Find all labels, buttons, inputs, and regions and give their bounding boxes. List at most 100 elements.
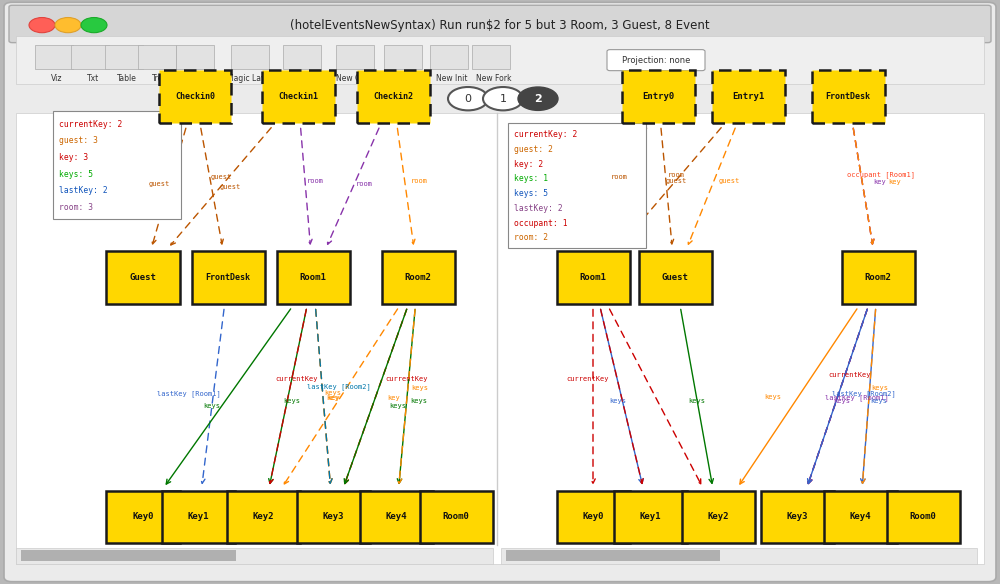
Text: key: 3: key: 3 [59,153,88,162]
Text: 2: 2 [534,93,542,104]
FancyBboxPatch shape [53,111,181,219]
Text: lastKey [Room2]: lastKey [Room2] [307,384,371,391]
Text: key: 2: key: 2 [514,159,543,169]
Text: currentKey: currentKey [276,376,318,382]
Circle shape [448,87,488,110]
Text: key: key [874,179,886,185]
Text: Key4: Key4 [849,512,871,522]
Text: occupant: 1: occupant: 1 [514,218,568,228]
Text: Viz: Viz [51,74,63,84]
FancyBboxPatch shape [508,123,646,248]
Text: Key1: Key1 [187,512,209,522]
Text: Checkin1: Checkin1 [278,92,318,101]
FancyBboxPatch shape [106,251,180,304]
Text: Room2: Room2 [865,273,891,282]
FancyBboxPatch shape [887,491,960,543]
FancyBboxPatch shape [607,50,705,71]
Bar [105,45,143,69]
Text: keys: 1: keys: 1 [514,174,548,183]
Text: Room0: Room0 [443,512,469,522]
FancyBboxPatch shape [357,70,430,123]
Bar [506,550,720,561]
FancyBboxPatch shape [420,491,493,543]
FancyBboxPatch shape [812,70,885,123]
FancyBboxPatch shape [761,491,834,543]
Text: room: 2: room: 2 [514,234,548,242]
FancyBboxPatch shape [382,251,454,304]
FancyBboxPatch shape [556,491,630,543]
Bar [501,548,977,564]
Text: Guest: Guest [662,273,688,282]
Text: Txt: Txt [87,74,99,84]
FancyBboxPatch shape [9,5,991,43]
Bar [35,45,73,69]
Text: FrontDesk: FrontDesk [826,92,870,101]
Bar [176,45,214,69]
Bar [16,548,493,564]
FancyBboxPatch shape [639,251,712,304]
Text: New Config: New Config [336,74,380,84]
Text: key: key [326,395,339,401]
Text: guest: guest [718,178,740,184]
Text: key: key [889,179,901,185]
Text: Key3: Key3 [786,512,808,522]
Bar [71,45,109,69]
FancyBboxPatch shape [842,251,914,304]
FancyBboxPatch shape [614,491,686,543]
Text: currentKey: currentKey [386,376,428,382]
Text: keys: keys [410,398,427,404]
FancyBboxPatch shape [262,70,334,123]
Circle shape [29,18,55,33]
Text: lastKey [Room2]: lastKey [Room2] [832,390,896,397]
FancyBboxPatch shape [106,491,180,543]
Text: New Trace: New Trace [386,74,426,84]
Text: Room2: Room2 [405,273,431,282]
Text: Checkin2: Checkin2 [373,92,413,101]
Text: keys: keys [411,385,428,391]
FancyBboxPatch shape [192,251,264,304]
FancyBboxPatch shape [162,491,234,543]
Text: Key0: Key0 [132,512,154,522]
Text: 1: 1 [500,93,507,104]
Text: key: key [388,395,400,401]
Text: guest: guest [665,178,687,184]
Bar [16,113,984,564]
Text: room: room [411,178,428,184]
Text: Projection: none: Projection: none [622,55,690,65]
Text: guest: 2: guest: 2 [514,145,553,154]
Text: Guest: Guest [130,273,156,282]
FancyBboxPatch shape [712,70,784,123]
Text: Magic Layout: Magic Layout [227,74,279,84]
Text: lastKey: 2: lastKey: 2 [514,204,563,213]
FancyBboxPatch shape [4,2,996,582]
Text: currentKey: 2: currentKey: 2 [59,120,122,128]
Bar [138,45,176,69]
Text: keys: 5: keys: 5 [59,169,93,179]
Text: keys: keys [833,398,850,404]
Circle shape [518,87,558,110]
Text: Table: Table [117,74,137,84]
Text: guest: guest [220,184,241,190]
Text: lastKey [Room1]: lastKey [Room1] [157,390,220,397]
Text: Room0: Room0 [910,512,936,522]
FancyBboxPatch shape [297,491,370,543]
Text: New Init: New Init [436,74,468,84]
Text: keys: keys [389,403,406,409]
Text: occupant [Room1]: occupant [Room1] [847,171,915,178]
Text: room: room [306,178,323,184]
Text: keys: 5: keys: 5 [514,189,548,198]
Text: Evaluator: Evaluator [287,74,323,84]
Text: (hotelEventsNewSyntax) Run run$2 for 5 but 3 Room, 3 Guest, 8 Event: (hotelEventsNewSyntax) Run run$2 for 5 b… [290,19,710,32]
Bar [430,45,468,69]
Text: keys: keys [609,398,626,404]
Text: Key3: Key3 [322,512,344,522]
Bar [16,36,984,84]
Text: Tree: Tree [152,74,168,84]
Text: room: room [611,174,628,180]
Text: room: room [667,172,684,178]
Text: Checkin0: Checkin0 [175,92,215,101]
Text: Entry0: Entry0 [642,92,674,101]
FancyBboxPatch shape [158,70,231,123]
Text: room: room [356,182,373,187]
Text: Key4: Key4 [385,512,407,522]
